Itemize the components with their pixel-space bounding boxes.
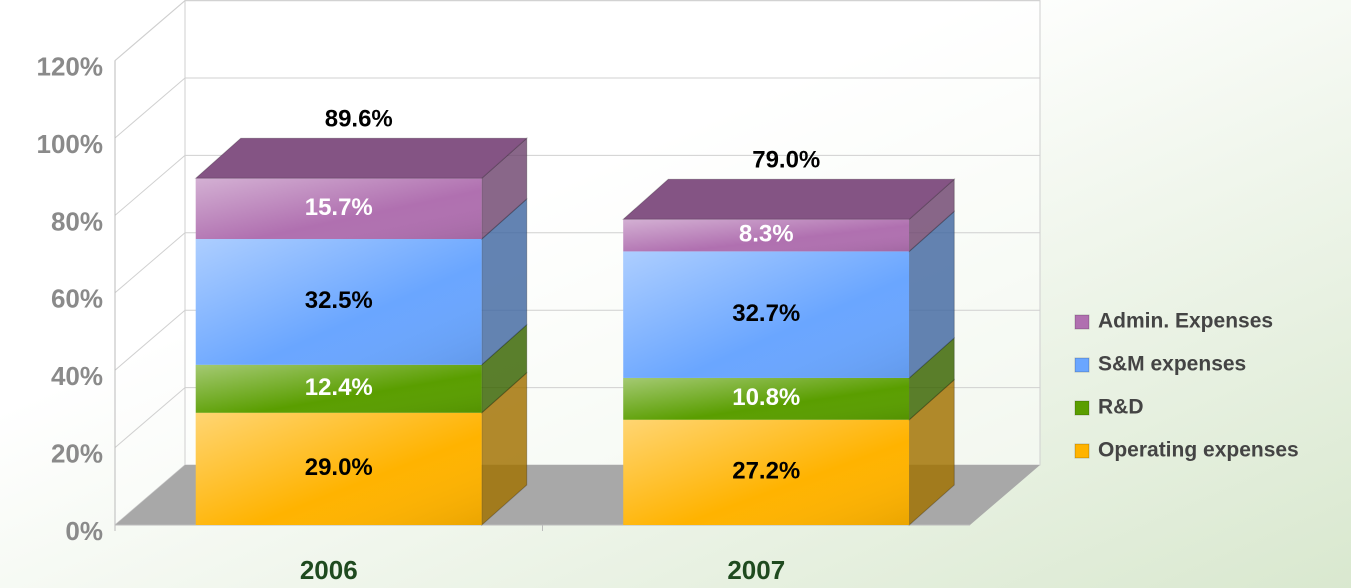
legend-label: Operating expenses	[1098, 439, 1299, 462]
data-label: 29.0%	[305, 454, 373, 481]
y-tick-label: 80%	[51, 206, 103, 236]
bar-shine	[195, 239, 482, 365]
legend-label: Admin. Expenses	[1098, 310, 1273, 333]
bar-top-shade	[195, 138, 527, 179]
bar-top	[621, 178, 956, 220]
data-label: 27.2%	[732, 458, 800, 485]
bar-side-shade	[481, 324, 527, 413]
data-label: 15.7%	[305, 194, 373, 221]
bar-side-shade	[909, 179, 955, 252]
legend-swatch	[1074, 443, 1090, 459]
grid-line-side	[114, 0, 186, 61]
bar-shine	[623, 251, 910, 378]
bar-side-shade	[909, 337, 955, 420]
data-label: 32.7%	[732, 300, 800, 327]
bar-shine	[623, 419, 910, 525]
y-tick-label: 20%	[51, 438, 103, 468]
bar-shine	[623, 219, 910, 252]
grid-line-side	[114, 77, 186, 139]
y-tick-label: 0%	[65, 516, 103, 546]
bar-shine	[195, 364, 482, 413]
data-label: 32.5%	[305, 287, 373, 314]
data-label: 12.4%	[305, 374, 373, 401]
bar-side-shade	[909, 379, 955, 525]
grid-line-side	[114, 232, 186, 294]
legend-swatch	[1074, 400, 1090, 416]
y-tick-label: 60%	[51, 284, 103, 314]
bar-side-shade	[909, 211, 955, 378]
y-tick-label: 40%	[51, 361, 103, 391]
x-tick-label: 2006	[300, 555, 358, 585]
bar-top-shade	[623, 179, 955, 220]
total-label: 79.0%	[752, 147, 820, 174]
plot: 0% 20% 40% 60% 80% 100% 120% 2006 29.0% 12.4% 32.5…	[37, 0, 1299, 585]
bar-side-shade	[481, 372, 527, 525]
total-label: 89.6%	[325, 106, 393, 133]
bar-shine	[195, 178, 482, 240]
bar-top	[194, 137, 529, 179]
legend-swatch	[1074, 314, 1090, 330]
data-label: 8.3%	[739, 221, 794, 248]
grid-line-side	[114, 155, 186, 216]
bar-side-shade	[481, 199, 527, 365]
bar-side-shade	[481, 138, 527, 240]
bar-shine	[195, 412, 482, 525]
legend-label: S&M expenses	[1098, 353, 1246, 376]
y-tick-label: 100%	[37, 129, 104, 159]
grid-line-side	[114, 309, 186, 371]
y-tick-label: 120%	[37, 51, 104, 81]
legend-label: R&D	[1098, 396, 1144, 419]
grid-line-side	[114, 387, 186, 448]
x-tick-label: 2007	[727, 555, 785, 585]
data-label: 10.8%	[732, 384, 800, 411]
legend-swatch	[1074, 357, 1090, 373]
bar-shine	[623, 377, 910, 420]
